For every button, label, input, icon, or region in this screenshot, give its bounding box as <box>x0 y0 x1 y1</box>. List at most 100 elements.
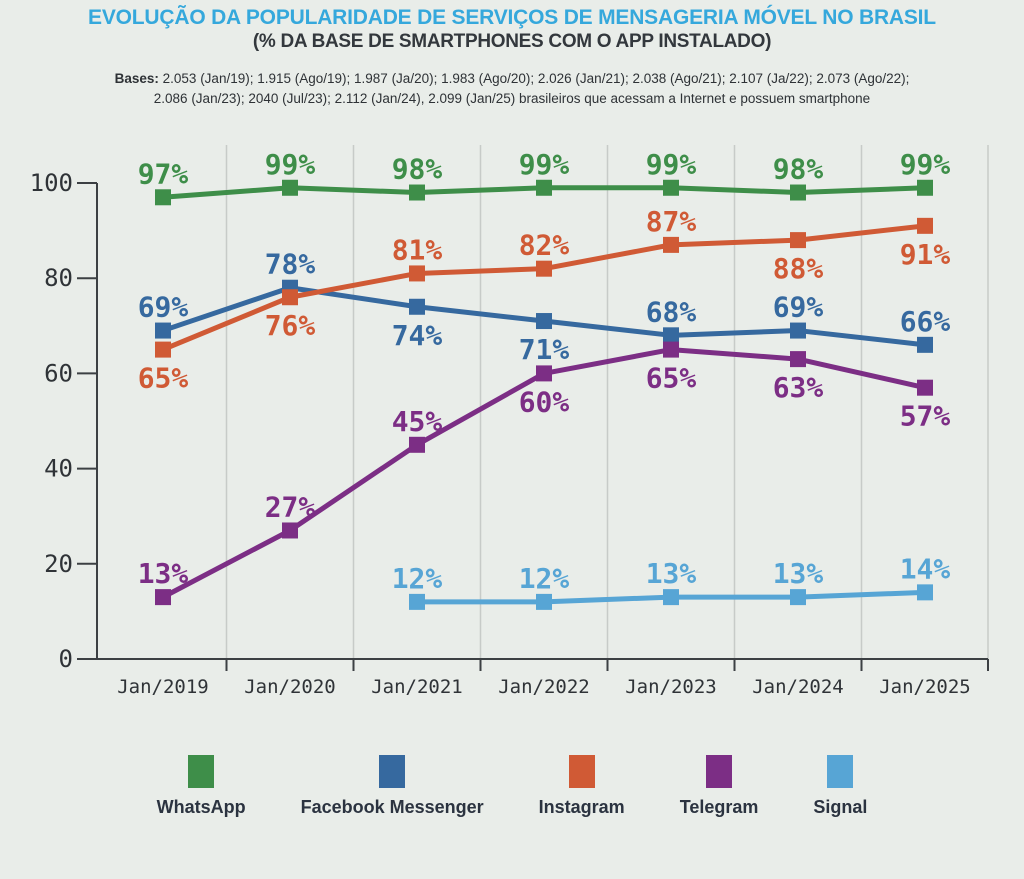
x-tick-label: Jan/2020 <box>244 676 336 698</box>
data-label: 87% <box>646 205 697 238</box>
data-label: 69% <box>138 291 189 324</box>
data-label: 27% <box>265 490 316 523</box>
series-marker <box>917 584 933 601</box>
series-marker <box>282 522 298 539</box>
data-label: 13% <box>773 557 824 590</box>
legend-item-telegram: Telegram <box>679 755 759 818</box>
data-label: 13% <box>646 557 697 590</box>
data-label: 65% <box>646 362 697 395</box>
legend-item-instagram: Instagram <box>539 755 625 818</box>
series-marker <box>790 232 806 249</box>
chart-svg: 0 20 40 60 80 100 Jan/2019 Jan/2020 Jan/2021 Jan/… <box>30 145 989 698</box>
data-label: 97% <box>138 157 189 190</box>
data-label: 99% <box>519 148 570 181</box>
series-marker <box>155 189 171 206</box>
bases-note: Bases: 2.053 (Jan/19); 1.915 (Ago/19); 1… <box>72 69 952 108</box>
data-label: 12% <box>392 562 443 595</box>
series-marker <box>409 184 425 201</box>
chart-legend: WhatsApp Facebook Messenger Instagram Teleg… <box>0 755 1024 818</box>
series-marker <box>790 184 806 201</box>
series-marker <box>536 593 552 610</box>
series-marker <box>917 217 933 234</box>
series-marker <box>409 593 425 610</box>
legend-label: Telegram <box>679 797 759 817</box>
series-marker <box>790 589 806 606</box>
line-chart: 0 20 40 60 80 100 Jan/2019 Jan/2020 Jan/2021 Jan/… <box>30 140 990 700</box>
series-marker <box>409 265 425 282</box>
series-marker <box>536 365 552 382</box>
bases-line1: 2.053 (Jan/19); 1.915 (Ago/19); 1.987 (J… <box>162 71 910 86</box>
x-tick-label: Jan/2021 <box>371 676 463 698</box>
data-label: 60% <box>519 385 570 418</box>
data-label: 78% <box>265 248 316 281</box>
data-label: 81% <box>392 233 443 266</box>
legend-item-facebook-messenger: Facebook Messenger <box>301 755 484 818</box>
legend-label: Facebook Messenger <box>300 797 484 817</box>
series-marker <box>663 179 679 196</box>
legend-label: Instagram <box>538 797 625 817</box>
data-label: 66% <box>900 305 951 338</box>
page-subtitle: (% DA BASE DE SMARTPHONES COM O APP INST… <box>252 31 772 52</box>
data-label: 88% <box>773 252 824 285</box>
legend-item-whatsapp: WhatsApp <box>157 755 246 818</box>
y-tick-label: 0 <box>59 645 73 673</box>
series-marker <box>536 260 552 277</box>
legend-label: Signal <box>813 797 868 817</box>
data-label: 99% <box>646 148 697 181</box>
data-label: 98% <box>773 153 824 186</box>
legend-swatch <box>379 755 406 788</box>
data-label: 74% <box>392 319 443 352</box>
y-tick-label: 20 <box>44 550 73 578</box>
data-label: 14% <box>900 552 951 585</box>
series-marker <box>155 589 171 606</box>
series-marker <box>282 289 298 306</box>
data-label: 82% <box>519 229 570 262</box>
data-label: 91% <box>900 238 951 271</box>
data-label: 99% <box>900 148 951 181</box>
series-marker <box>536 179 552 196</box>
data-label: 99% <box>265 148 316 181</box>
series-marker <box>663 236 679 253</box>
data-label: 13% <box>138 557 189 590</box>
data-label: 63% <box>773 371 824 404</box>
x-tick-label: Jan/2022 <box>498 676 590 698</box>
legend-swatch <box>827 755 854 788</box>
series-marker <box>409 298 425 315</box>
series-marker <box>917 336 933 353</box>
data-label: 98% <box>392 153 443 186</box>
y-tick-label: 80 <box>44 264 73 292</box>
series-marker <box>917 379 933 396</box>
data-label: 65% <box>138 362 189 395</box>
legend-swatch <box>188 755 215 788</box>
bases-label: Bases: <box>114 71 159 86</box>
series-marker <box>155 341 171 358</box>
series-marker <box>282 179 298 196</box>
series-marker <box>155 322 171 339</box>
series-marker <box>663 589 679 606</box>
x-tick-label: Jan/2019 <box>117 676 209 698</box>
data-label: 12% <box>519 562 570 595</box>
bases-line2: 2.086 (Jan/23); 2040 (Jul/23); 2.112 (Ja… <box>153 90 871 106</box>
page-title: EVOLUÇÃO DA POPULARIDADE DE SERVIÇOS DE … <box>88 6 936 29</box>
data-label: 69% <box>773 291 824 324</box>
series-marker <box>790 322 806 339</box>
x-tick-label: Jan/2024 <box>752 676 844 698</box>
data-label: 71% <box>519 333 570 366</box>
x-tick-label: Jan/2025 <box>879 676 971 698</box>
series-marker <box>536 313 552 330</box>
series-marker <box>790 351 806 368</box>
data-label: 57% <box>900 400 951 433</box>
legend-swatch <box>706 755 733 788</box>
y-tick-label: 100 <box>30 169 73 197</box>
data-label: 76% <box>265 309 316 342</box>
data-label: 45% <box>392 405 443 438</box>
legend-label: WhatsApp <box>156 797 246 817</box>
series-marker <box>663 341 679 358</box>
series-marker <box>663 327 679 344</box>
data-label: 68% <box>646 295 697 328</box>
legend-swatch <box>568 755 595 788</box>
x-tick-label: Jan/2023 <box>625 676 717 698</box>
y-tick-label: 60 <box>44 359 73 387</box>
series-marker <box>409 436 425 453</box>
series-marker <box>917 179 933 196</box>
